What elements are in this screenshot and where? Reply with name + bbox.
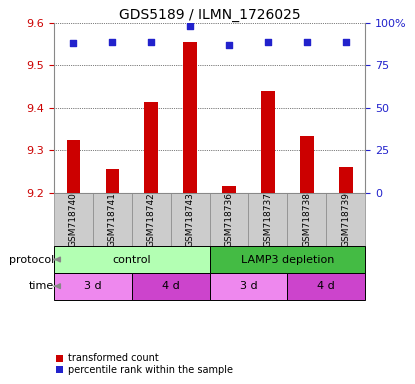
Bar [54,273,132,300]
Bar [210,273,287,300]
Bar [54,193,93,246]
Point [303,39,310,45]
Bar [287,273,365,300]
Bar [300,136,314,193]
Text: 3 d: 3 d [84,281,102,291]
Point [342,39,349,45]
Text: GSM718741: GSM718741 [108,192,117,247]
Text: transformed count: transformed count [68,353,159,363]
Title: GDS5189 / ILMN_1726025: GDS5189 / ILMN_1726025 [119,8,300,22]
Text: GSM718739: GSM718739 [341,192,350,247]
Bar [249,193,287,246]
Bar [54,246,210,273]
Bar [222,187,236,193]
Text: GSM718737: GSM718737 [264,192,272,247]
Point [226,42,232,48]
Point [187,23,193,30]
Text: GSM718736: GSM718736 [225,192,234,247]
Text: time: time [29,281,54,291]
Bar [183,42,197,193]
Bar [144,101,158,193]
Bar [132,273,210,300]
Bar [210,193,249,246]
Text: GSM718742: GSM718742 [147,192,156,247]
Bar [132,193,171,246]
Bar [171,193,210,246]
Text: control: control [112,255,151,265]
Text: 4 d: 4 d [317,281,335,291]
Point [70,40,77,46]
Text: protocol: protocol [9,255,54,265]
Bar [66,140,80,193]
Bar [287,193,326,246]
Text: 4 d: 4 d [162,281,180,291]
Text: GSM718740: GSM718740 [69,192,78,247]
Point [265,39,271,45]
Text: 3 d: 3 d [240,281,257,291]
Text: LAMP3 depletion: LAMP3 depletion [241,255,334,265]
Bar [326,193,365,246]
Text: GSM718738: GSM718738 [303,192,311,247]
Bar [261,91,275,193]
Text: GSM718743: GSM718743 [186,192,195,247]
Bar [210,246,365,273]
Bar [105,169,119,193]
Text: percentile rank within the sample: percentile rank within the sample [68,365,233,375]
Bar [93,193,132,246]
Point [148,39,154,45]
Point [109,39,116,45]
Bar [339,167,353,193]
